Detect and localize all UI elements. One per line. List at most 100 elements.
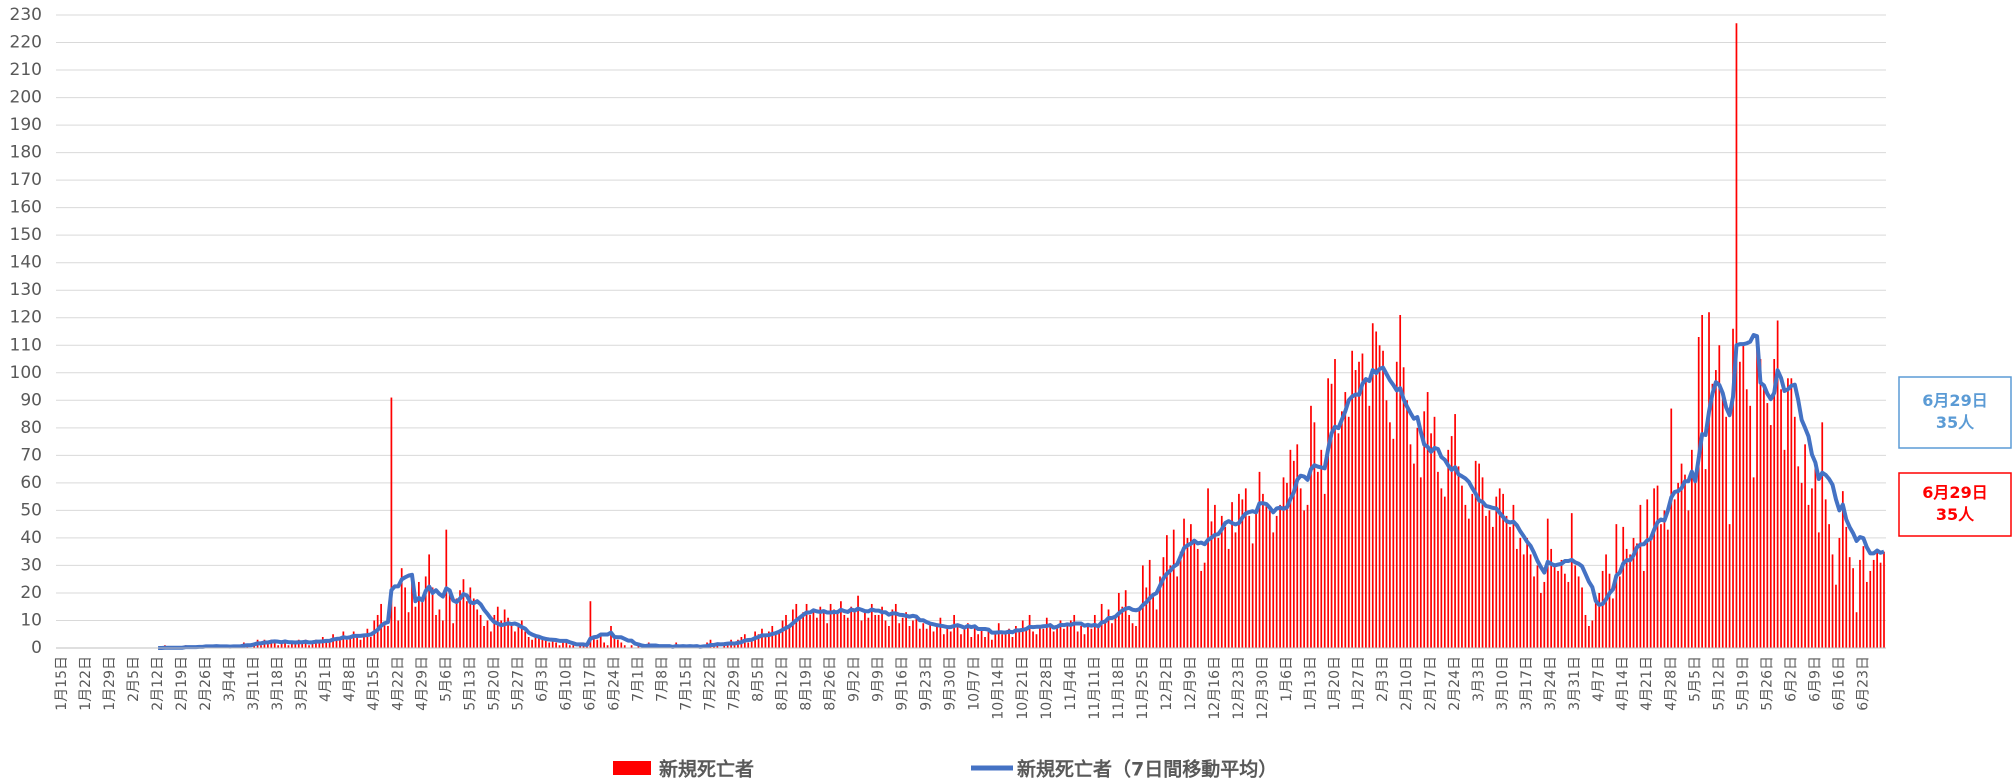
bar	[764, 636, 767, 648]
bar	[1498, 488, 1501, 648]
annotation-box	[1898, 376, 2012, 449]
x-tick-label: 2月10日	[1399, 656, 1415, 711]
bar	[1306, 504, 1309, 648]
bar	[1670, 408, 1673, 648]
bar	[1248, 515, 1251, 648]
bar	[1509, 526, 1511, 648]
bar	[1859, 559, 1861, 648]
x-tick-label: 3月3日	[1471, 656, 1487, 702]
x-tick-label: 4月8日	[342, 656, 358, 702]
bar	[1220, 515, 1223, 648]
bar	[816, 617, 818, 648]
bar	[620, 642, 623, 648]
bar	[1196, 548, 1199, 648]
bar	[1512, 504, 1515, 648]
bar	[1045, 617, 1048, 648]
bar	[833, 609, 835, 648]
bar	[829, 603, 832, 648]
bar	[280, 642, 283, 648]
x-tick-label: 3月17日	[1519, 656, 1535, 711]
x-tick-label: 10月7日	[967, 656, 983, 711]
bar	[1519, 537, 1522, 648]
bar	[1814, 460, 1817, 648]
x-tick-label: 5月13日	[462, 656, 478, 711]
bar	[623, 645, 626, 648]
bar	[949, 631, 952, 648]
bar	[1148, 559, 1151, 648]
bar	[1540, 592, 1542, 648]
x-tick-label: 12月16日	[1207, 656, 1223, 720]
bar	[853, 612, 856, 648]
bar	[1358, 361, 1360, 648]
bar	[1646, 499, 1649, 648]
bar	[1021, 620, 1024, 648]
y-tick-label: 210	[10, 60, 42, 80]
bar	[390, 397, 393, 648]
bar	[273, 642, 276, 648]
bar	[1793, 416, 1796, 648]
bar	[1773, 359, 1776, 648]
bar	[1155, 609, 1158, 648]
x-tick-label: 6月3日	[534, 656, 550, 702]
bar	[785, 614, 787, 648]
bar	[387, 625, 389, 648]
bar	[1588, 625, 1590, 648]
bar	[562, 639, 564, 648]
bar	[1172, 529, 1175, 648]
bar	[404, 587, 406, 648]
bar	[1354, 370, 1357, 648]
bar	[1855, 612, 1858, 648]
bar	[1382, 350, 1384, 648]
annotation-text: 6月29日	[1922, 483, 1987, 502]
bar	[1365, 378, 1367, 648]
bar	[1666, 529, 1669, 648]
bar	[1495, 496, 1498, 648]
x-tick-label: 7月15日	[678, 656, 694, 711]
bar	[723, 645, 726, 648]
bar	[809, 614, 811, 648]
x-tick-label: 5月12日	[1711, 656, 1727, 711]
bar	[417, 581, 420, 648]
bar	[1443, 496, 1446, 648]
x-tick-label: 8月12日	[775, 656, 791, 711]
bar	[1780, 389, 1782, 648]
bar	[1028, 614, 1031, 648]
bar	[1807, 504, 1810, 648]
bar	[1817, 532, 1820, 648]
bar	[1035, 634, 1038, 648]
bar	[970, 636, 973, 648]
bar	[1313, 422, 1316, 648]
bar	[1015, 625, 1017, 648]
bar	[1787, 378, 1789, 648]
bar	[369, 636, 372, 648]
bar	[1320, 449, 1323, 648]
bar	[1008, 628, 1010, 648]
bar	[922, 623, 925, 648]
x-tick-label: 4月22日	[390, 656, 406, 711]
y-tick-label: 200	[10, 88, 42, 108]
bar	[1327, 378, 1329, 648]
bar	[1485, 515, 1487, 648]
bar	[1241, 499, 1244, 648]
bar	[1389, 422, 1391, 648]
x-tick-label: 6月23日	[1855, 656, 1871, 711]
bar	[1862, 546, 1865, 648]
bar	[1111, 623, 1113, 648]
bar	[411, 576, 413, 648]
bar	[1481, 477, 1484, 648]
bar	[294, 642, 297, 648]
bar	[881, 606, 883, 648]
bar	[493, 614, 496, 648]
bar	[1457, 466, 1460, 648]
bar	[1471, 493, 1474, 648]
bar	[1656, 485, 1659, 648]
y-tick-label: 100	[10, 363, 42, 383]
bar	[1447, 449, 1450, 648]
bar	[1677, 482, 1679, 648]
bar	[1272, 532, 1275, 648]
bar	[1845, 526, 1848, 648]
bar	[792, 609, 794, 648]
bar	[1251, 543, 1254, 648]
y-tick-label: 30	[20, 555, 42, 575]
bar	[1310, 405, 1312, 648]
